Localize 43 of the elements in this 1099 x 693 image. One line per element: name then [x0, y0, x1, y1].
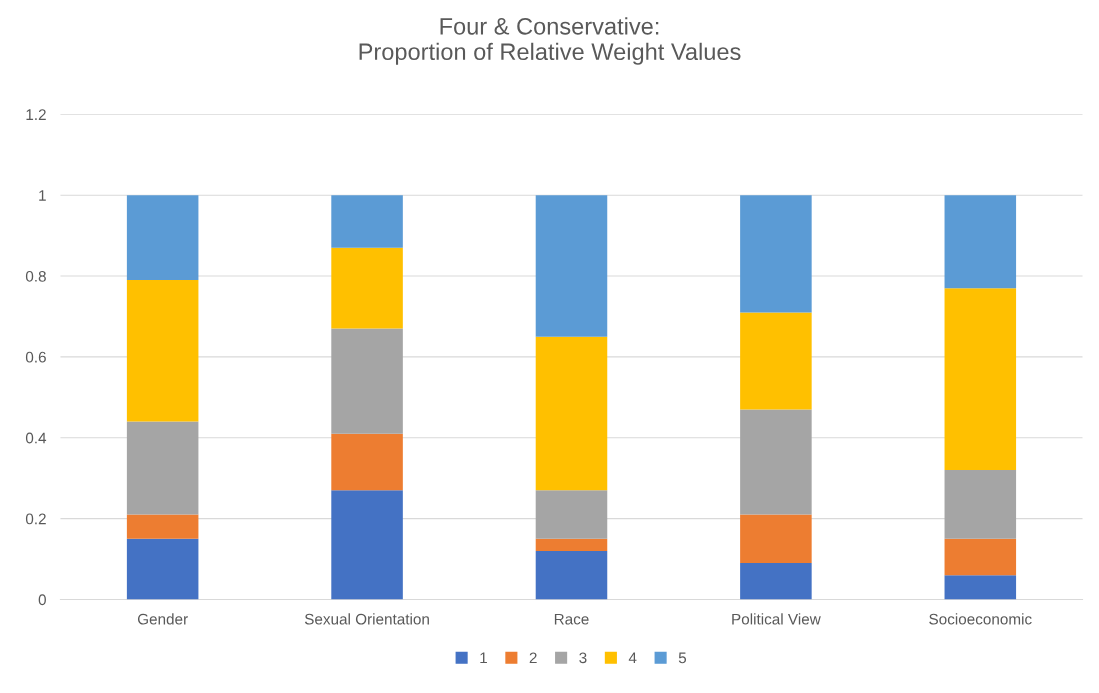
- y-tick-label: 1: [39, 190, 46, 201]
- bar: [331, 247, 403, 329]
- x-tick-label: Race: [554, 613, 589, 625]
- y-tick-label: 0: [38, 594, 46, 606]
- bar: [740, 563, 812, 600]
- chart-title: Four & Conservative: Proportion of Relative Weight Values: [359, 17, 741, 65]
- x-tick-label: Socioeconomic: [929, 613, 1032, 625]
- bar: [126, 421, 199, 515]
- bar: [126, 538, 199, 600]
- x-tick-label: Gender: [137, 613, 188, 625]
- bar: [331, 490, 403, 600]
- bar: [331, 433, 403, 491]
- bar: [126, 280, 199, 422]
- legend-label: 5: [678, 652, 687, 664]
- y-tick-label: 0.8: [25, 270, 46, 282]
- bar: [944, 470, 1017, 539]
- x-tick-label: Political View: [732, 613, 821, 625]
- legend-label: 3: [579, 652, 587, 664]
- bar: [944, 288, 1017, 471]
- bar: [944, 575, 1017, 600]
- y-tick-label: 1.2: [26, 109, 46, 120]
- bar: [331, 195, 403, 248]
- bar: [944, 538, 1017, 576]
- bar: [331, 328, 403, 434]
- x-tick-label: Sexual Orientation: [304, 613, 429, 625]
- legend-label: 1: [480, 652, 487, 664]
- bar: [944, 195, 1017, 289]
- bar: [535, 195, 608, 337]
- bar: [740, 409, 812, 515]
- legend-label: 2: [529, 652, 537, 664]
- y-tick-label: 0.2: [25, 513, 46, 525]
- bar: [740, 312, 812, 410]
- bar: [126, 514, 199, 539]
- bar: [535, 490, 608, 539]
- bar: [535, 336, 608, 491]
- bar: [740, 514, 812, 564]
- bar: [126, 195, 199, 281]
- bar: [535, 550, 608, 600]
- legend-label: 4: [628, 652, 637, 664]
- bar: [535, 538, 608, 551]
- bar: [740, 195, 812, 313]
- y-tick-label: 0.4: [25, 432, 47, 444]
- y-tick-label: 0.6: [25, 351, 46, 363]
